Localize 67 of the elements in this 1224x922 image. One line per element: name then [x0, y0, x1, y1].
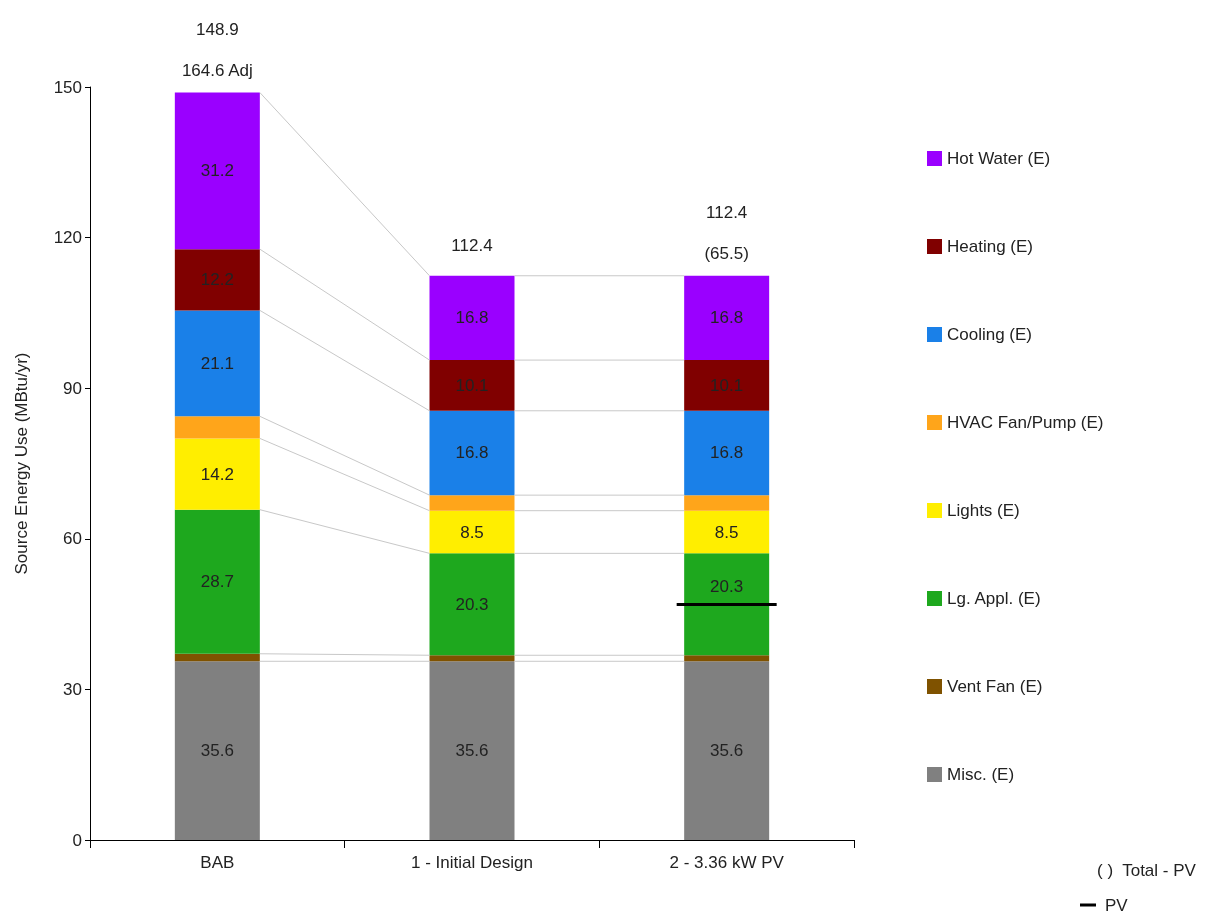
y-tick-label: 60 [63, 529, 82, 549]
y-tick-label: 0 [72, 830, 82, 850]
legend-label: Heating (E) [947, 237, 1033, 256]
legend-label: Misc. (E) [947, 765, 1015, 784]
bar [684, 360, 770, 411]
y-tick-label: 120 [53, 228, 82, 248]
y-tick-label: 150 [53, 77, 82, 97]
data-label: 12.2 [200, 270, 234, 290]
data-label: 8.5 [460, 522, 484, 542]
total-label: 112.4 [706, 203, 748, 223]
legend-label: Vent Fan (E) [947, 677, 1043, 696]
bar [174, 416, 260, 439]
y-tick-label: 90 [63, 378, 82, 398]
bar [684, 495, 770, 511]
data-label: 16.8 [710, 308, 744, 328]
x-tick-label: 2 - 3.36 kW PV [669, 853, 785, 872]
data-label: 20.3 [710, 576, 744, 596]
bar [684, 275, 770, 361]
data-label: 28.7 [200, 572, 234, 592]
bar [174, 661, 260, 840]
x-tick-label: 1 - Initial Design [411, 853, 533, 872]
legend-label: Lights (E) [947, 501, 1020, 520]
legend-label: Lg. Appl. (E) [947, 589, 1041, 608]
data-label: 16.8 [710, 443, 744, 463]
bar [174, 249, 260, 311]
legend-label: PV [1105, 895, 1129, 915]
bar [429, 275, 515, 361]
bar [684, 510, 770, 554]
total-label: 112.4 [451, 236, 493, 256]
legend-label: HVAC Fan/Pump (E) [947, 413, 1104, 432]
bar [429, 410, 515, 496]
legend-label: Cooling (E) [947, 325, 1033, 344]
bar [429, 360, 515, 411]
bar [174, 509, 260, 654]
data-label: 35.6 [710, 741, 744, 761]
data-label: 31.2 [200, 161, 234, 181]
data-label: 10.1 [710, 375, 744, 395]
total-label: 148.9 [196, 20, 239, 40]
legend-label: Hot Water (E) [947, 149, 1051, 168]
data-label: 10.1 [455, 375, 489, 395]
bar [174, 438, 260, 510]
bar [429, 655, 515, 662]
bar [174, 653, 260, 662]
x-tick-label: BAB [200, 853, 235, 872]
data-label: 16.8 [455, 308, 489, 328]
bar [684, 655, 770, 662]
data-label: 14.2 [200, 464, 234, 484]
data-label: 16.8 [455, 443, 489, 463]
annotation: (65.5) [704, 244, 749, 264]
bar [174, 92, 260, 250]
y-axis-title: Source Energy Use (MBtu/yr) [12, 352, 31, 575]
text: ( ) Total - PV [1097, 860, 1197, 880]
data-label: 8.5 [714, 522, 739, 542]
bar [684, 553, 770, 656]
bar [429, 495, 515, 511]
bar [429, 553, 515, 656]
bar [684, 410, 770, 496]
bar [684, 661, 770, 840]
data-label: 20.3 [455, 594, 489, 614]
data-label: 21.1 [200, 353, 234, 373]
data-label: 35.6 [200, 741, 234, 761]
bar [429, 510, 515, 554]
bar [429, 661, 515, 840]
annotation: 164.6 Adj [181, 61, 253, 81]
bar [174, 310, 260, 417]
data-label: 35.6 [455, 741, 489, 761]
y-tick-label: 30 [63, 679, 82, 699]
